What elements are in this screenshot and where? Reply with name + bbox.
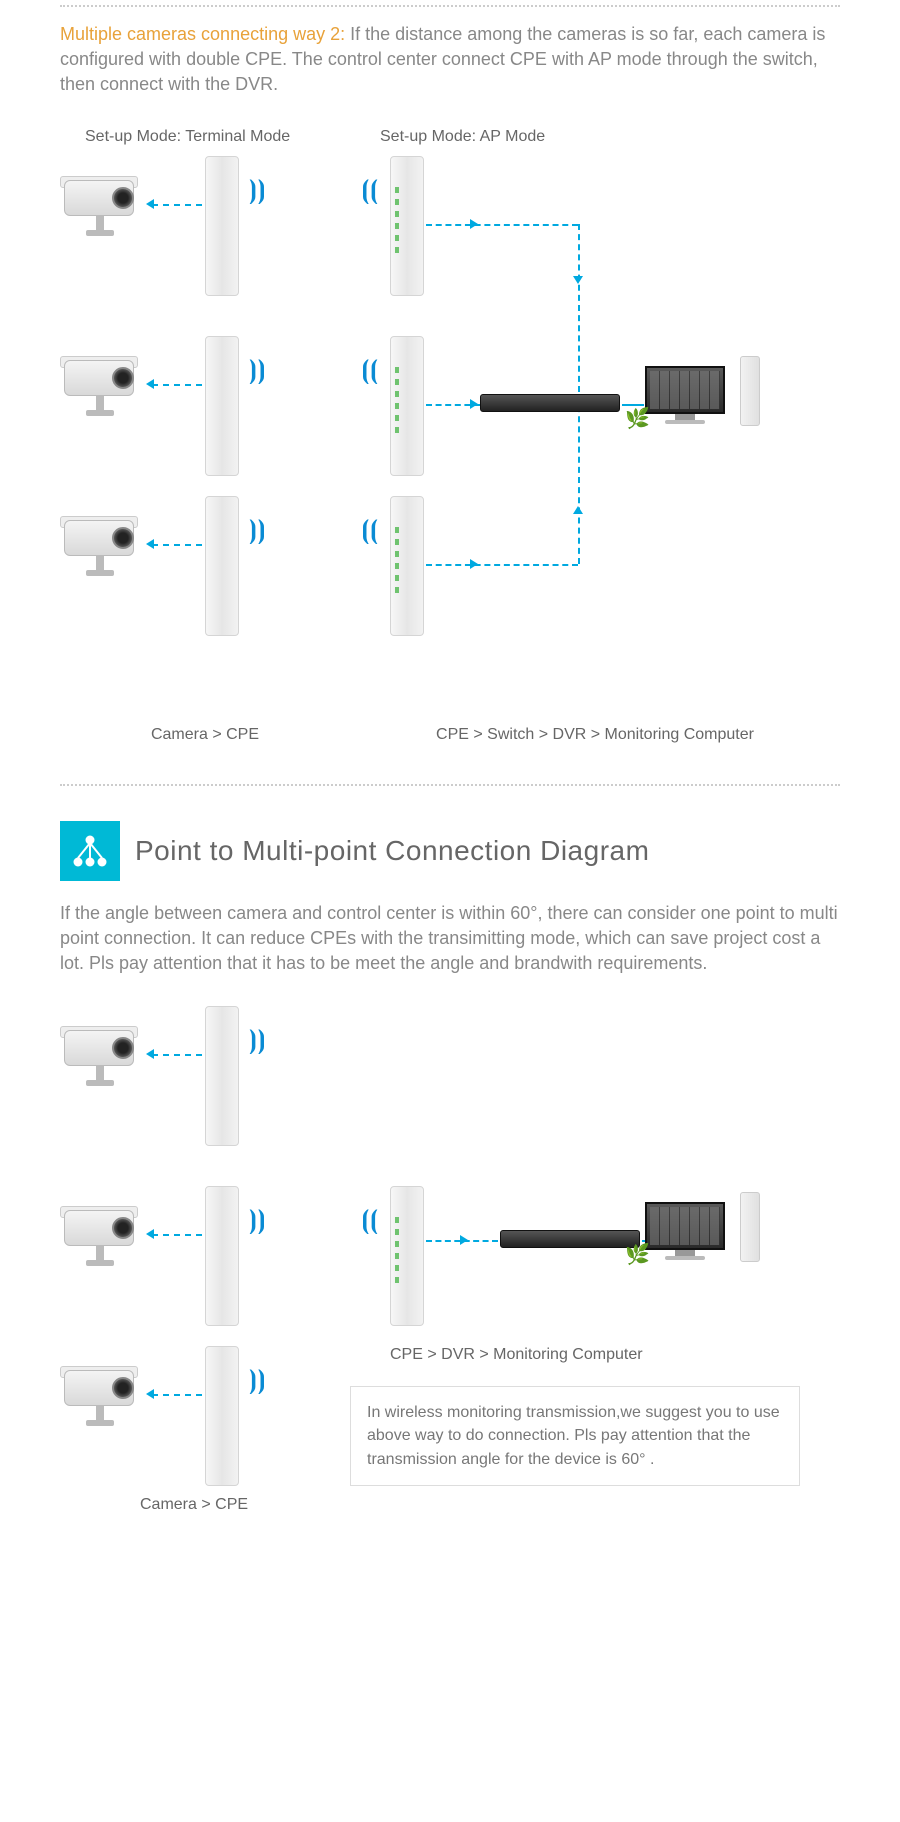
connector-line	[152, 1234, 202, 1236]
connector-line	[426, 224, 578, 226]
d1-sub-labels: Camera > CPE CPE > Switch > DVR > Monito…	[60, 726, 840, 744]
dvr-icon	[500, 1230, 640, 1248]
mode-labels: Set-up Mode: Terminal Mode Set-up Mode: …	[60, 128, 840, 146]
wifi-icon: ⦘⦘	[243, 1364, 271, 1396]
arrow-head	[146, 1389, 154, 1399]
diagram-1: ⦘⦘ ⦘⦘ ⦘⦘ ⦘⦘ ⦘⦘ ⦘⦘	[60, 156, 840, 716]
arrow-head	[470, 219, 478, 229]
wifi-icon: ⦘⦘	[243, 354, 271, 386]
connector-line	[152, 1054, 202, 1056]
cpe-left-1	[205, 156, 239, 296]
arrow-head	[573, 276, 583, 284]
d1-row-1	[60, 176, 145, 231]
camera-icon	[60, 1026, 145, 1081]
connector-line	[152, 384, 202, 386]
cpe-left-3	[205, 496, 239, 636]
cpe-right-single	[390, 1186, 424, 1326]
connector-line	[152, 204, 202, 206]
arrow-head	[470, 559, 478, 569]
section1-intro: Multiple cameras connecting way 2: If th…	[60, 22, 840, 98]
wifi-icon: ⦘⦘	[243, 1024, 271, 1056]
plant-icon: 🌿	[625, 1242, 645, 1267]
camera-icon	[60, 1366, 145, 1421]
arrow-head	[573, 506, 583, 514]
arrow-head	[460, 1235, 468, 1245]
network-tree-icon	[60, 821, 120, 881]
top-divider	[60, 5, 840, 7]
pc-tower-icon	[740, 1192, 760, 1262]
d2-row-2	[60, 1206, 145, 1261]
wifi-icon: ⦘⦘	[243, 174, 271, 206]
arrow-head	[146, 1229, 154, 1239]
arrow-head	[146, 1049, 154, 1059]
wifi-icon: ⦘⦘	[356, 514, 384, 546]
mid-divider	[60, 784, 840, 786]
cpe-left-3	[205, 1346, 239, 1486]
pc-tower-icon	[740, 356, 760, 426]
d2-row-3	[60, 1366, 145, 1421]
connector-line	[152, 544, 202, 546]
cpe-left-1	[205, 1006, 239, 1146]
note-box: In wireless monitoring transmission,we s…	[350, 1386, 800, 1486]
d1-label-right: CPE > Switch > DVR > Monitoring Computer	[350, 726, 840, 744]
arrow-head	[146, 539, 154, 549]
plant-icon: 🌿	[625, 406, 645, 431]
cpe-left-2	[205, 336, 239, 476]
d2-row-1	[60, 1026, 145, 1081]
wifi-icon: ⦘⦘	[356, 354, 384, 386]
camera-icon	[60, 516, 145, 571]
monitor-icon	[645, 366, 725, 421]
mode-right-label: Set-up Mode: AP Mode	[360, 128, 545, 146]
wifi-icon: ⦘⦘	[243, 1204, 271, 1236]
d2-label-left: Camera > CPE	[140, 1496, 248, 1514]
connector-line	[426, 564, 578, 566]
arrow-head	[470, 399, 478, 409]
d1-row-2	[60, 356, 145, 411]
monitor-icon	[645, 1202, 725, 1257]
section2-title: Point to Multi-point Connection Diagram	[135, 835, 649, 867]
camera-icon	[60, 356, 145, 411]
camera-icon	[60, 176, 145, 231]
cpe-right-1	[390, 156, 424, 296]
dvr-icon	[480, 394, 620, 412]
section2-header: Point to Multi-point Connection Diagram	[60, 821, 840, 881]
d1-row-3	[60, 516, 145, 571]
camera-icon	[60, 1206, 145, 1261]
cpe-right-2	[390, 336, 424, 476]
wifi-icon: ⦘⦘	[356, 174, 384, 206]
cpe-left-2	[205, 1186, 239, 1326]
cpe-right-3	[390, 496, 424, 636]
d1-label-left: Camera > CPE	[60, 726, 350, 744]
arrow-head	[146, 199, 154, 209]
arrow-head	[146, 379, 154, 389]
d2-label-right: CPE > DVR > Monitoring Computer	[390, 1346, 643, 1364]
mode-left-label: Set-up Mode: Terminal Mode	[60, 128, 360, 146]
diagram-2: ⦘⦘ ⦘⦘ ⦘⦘ ⦘⦘	[60, 1006, 840, 1566]
section2-intro: If the angle between camera and control …	[60, 901, 840, 977]
wifi-icon: ⦘⦘	[356, 1204, 384, 1236]
connector-line	[152, 1394, 202, 1396]
intro-lead: Multiple cameras connecting way 2:	[60, 24, 350, 44]
wifi-icon: ⦘⦘	[243, 514, 271, 546]
